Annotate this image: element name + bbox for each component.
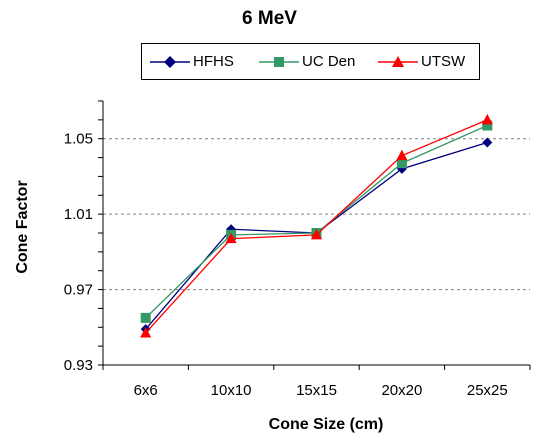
- x-tick-label: 25x25: [467, 382, 508, 399]
- y-tick-label: 0.93: [64, 357, 93, 374]
- data-point-hfhs: [482, 137, 493, 148]
- x-axis-label: Cone Size (cm): [269, 416, 384, 433]
- legend-swatch-utsw: [378, 55, 418, 67]
- data-point-utsw: [140, 326, 152, 338]
- x-tick-label: 6x6: [134, 382, 158, 399]
- series-line-uc-den: [145, 124, 488, 319]
- legend-swatch-ucden: [259, 56, 299, 67]
- legend-swatch-hfhs: [150, 55, 190, 68]
- legend-item-ucden: UC Den: [259, 44, 355, 79]
- y-tick-label: 1.05: [64, 131, 93, 148]
- data-point-utsw: [225, 232, 237, 244]
- chart-title: 6 MeV: [242, 8, 297, 29]
- x-tick-label: 15x15: [296, 382, 337, 399]
- x-tick-label: 10x10: [211, 382, 252, 399]
- legend-label-ucden: UC Den: [302, 53, 356, 70]
- legend-label-utsw: UTSW: [421, 53, 466, 70]
- legend-item-utsw: UTSW: [378, 44, 465, 79]
- legend: HFHS UC Den UTSW: [141, 43, 480, 80]
- y-tick-label: 0.97: [64, 282, 93, 299]
- data-point-uc-den: [396, 158, 407, 169]
- y-tick-label: 1.01: [64, 206, 93, 223]
- series-line-utsw: [145, 119, 488, 334]
- data-point-utsw: [396, 149, 408, 161]
- data-point-uc-den: [482, 120, 493, 131]
- x-tick-label: 20x20: [381, 382, 422, 399]
- data-point-uc-den: [140, 312, 151, 323]
- data-point-utsw: [481, 113, 493, 125]
- legend-item-hfhs: HFHS: [150, 44, 234, 79]
- data-point-utsw: [311, 228, 322, 240]
- legend-label-hfhs: HFHS: [193, 53, 234, 70]
- y-axis-label: Cone Factor: [14, 180, 31, 273]
